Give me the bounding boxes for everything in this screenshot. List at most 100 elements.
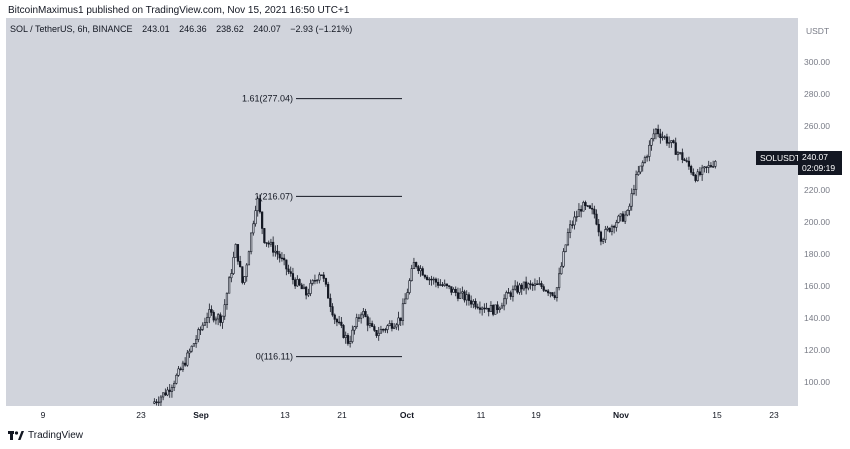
candle <box>632 184 636 196</box>
candle <box>197 327 200 343</box>
candle-body <box>331 306 334 316</box>
candle <box>456 287 460 302</box>
candle-body <box>388 323 391 326</box>
candle-body <box>492 305 495 315</box>
candle <box>234 243 237 258</box>
candle <box>536 280 539 285</box>
candle-body <box>399 317 402 321</box>
candle-body <box>448 285 451 287</box>
candle-body <box>670 140 673 143</box>
candle-body <box>221 315 224 323</box>
candle <box>175 373 178 385</box>
candle-body <box>619 213 622 217</box>
candle <box>173 380 176 391</box>
candle <box>478 301 482 314</box>
candle <box>588 204 592 210</box>
candle-body <box>529 283 532 285</box>
candle <box>606 225 609 232</box>
candle <box>597 219 600 237</box>
candle <box>344 331 347 344</box>
candle-body <box>445 283 449 286</box>
candle <box>417 264 420 274</box>
candle-body <box>428 278 431 281</box>
candle-body <box>663 136 666 138</box>
y-tick-label: 160.00 <box>804 281 830 292</box>
candle-body <box>489 305 493 312</box>
candle-body <box>624 214 627 222</box>
symbol-pair[interactable]: SOL / TetherUS, 6h, BINANCE <box>10 24 133 34</box>
candle-body <box>322 274 325 279</box>
candle <box>225 292 229 310</box>
candle <box>153 398 156 405</box>
price-axis[interactable]: USDT 300.00280.00260.00240.00220.00200.0… <box>798 18 844 406</box>
candle <box>476 303 479 310</box>
candle <box>278 250 281 263</box>
chart-plot-area[interactable]: 1.61(277.04) 1(216.07) 0(116.11) SOL / Tet… <box>6 18 798 406</box>
candle <box>296 275 299 287</box>
candle <box>245 263 248 282</box>
candle <box>487 307 490 317</box>
candle-body <box>540 283 543 287</box>
candle-body <box>395 324 398 328</box>
candle-body <box>626 210 629 216</box>
candle <box>628 203 631 216</box>
candle-body <box>672 140 675 144</box>
candle-body <box>155 401 158 403</box>
candle-body <box>274 250 277 253</box>
candle <box>210 305 213 316</box>
candle-body <box>646 156 649 158</box>
candle-body <box>219 314 222 323</box>
candle-body <box>318 274 321 281</box>
candle-body <box>278 253 281 259</box>
candle <box>661 131 664 141</box>
candle-body <box>604 229 607 241</box>
candle-body <box>401 303 405 321</box>
candle-body <box>674 142 677 155</box>
candle <box>294 277 297 289</box>
last-price-value: 240.07 <box>802 151 828 162</box>
candle <box>265 242 268 247</box>
y-tick-label: 140.00 <box>804 313 830 324</box>
candle <box>709 162 713 168</box>
candle <box>619 213 622 222</box>
candle-body <box>201 324 204 330</box>
candle-body <box>289 271 292 274</box>
candle <box>329 293 332 313</box>
fib-level-label: 1(216.07) <box>254 191 293 201</box>
candle <box>509 290 512 300</box>
candle-body <box>687 160 691 167</box>
candle <box>371 320 374 328</box>
candle-body <box>591 207 594 210</box>
candle <box>703 166 706 173</box>
candle <box>410 264 413 282</box>
candle <box>221 315 224 329</box>
candle <box>166 386 169 397</box>
footer-brand[interactable]: TradingView <box>8 430 83 441</box>
candle-body <box>569 224 572 233</box>
candle <box>448 285 451 290</box>
candle-body <box>188 350 191 354</box>
candle <box>219 312 222 327</box>
candle-body <box>478 307 482 310</box>
candle-body <box>465 294 468 301</box>
candle-body <box>309 283 312 294</box>
x-tick-label: 23 <box>136 410 146 420</box>
candle-body <box>192 343 196 347</box>
candle-body <box>621 213 625 222</box>
candle-body <box>641 162 644 167</box>
candle-body <box>283 257 286 261</box>
candle-body <box>494 304 497 315</box>
candle-body <box>553 295 556 298</box>
candle <box>366 314 369 332</box>
candle <box>419 265 422 277</box>
time-axis[interactable]: 9 23 Sep 13 21 Oct 11 19 Nov 15 23 <box>6 406 844 424</box>
candle <box>549 291 552 298</box>
candle-body <box>373 326 376 331</box>
candle-body <box>217 314 220 320</box>
candle <box>179 366 182 371</box>
candle-body <box>476 306 479 309</box>
candle-body <box>685 160 688 162</box>
candle <box>445 283 449 289</box>
candle-body <box>173 383 176 388</box>
candle-body <box>199 329 202 331</box>
